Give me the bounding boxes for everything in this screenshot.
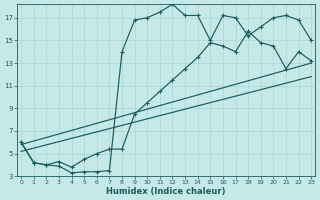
X-axis label: Humidex (Indice chaleur): Humidex (Indice chaleur): [107, 187, 226, 196]
